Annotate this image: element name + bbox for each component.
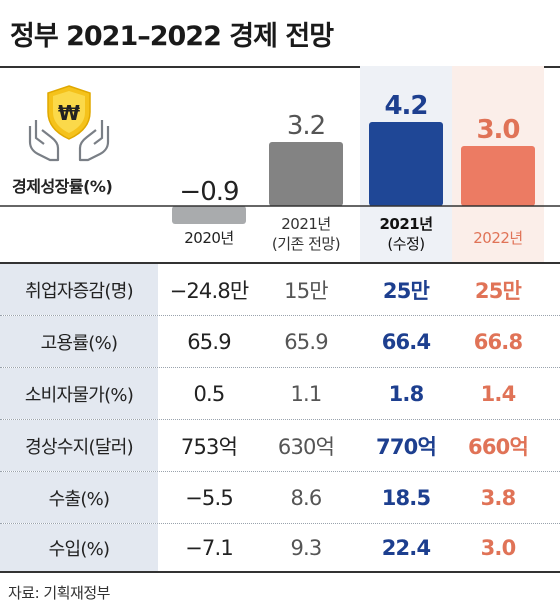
- cell-2021-revised: 66.4: [381, 329, 431, 354]
- cell-2020: 0.5: [193, 381, 226, 406]
- svg-text:₩: ₩: [58, 101, 80, 125]
- row-label: 수출(%): [0, 472, 158, 523]
- cell-2021-prior: 9.3: [290, 535, 323, 560]
- cell-2020: −7.1: [185, 535, 234, 560]
- table-bottom-rule: [0, 571, 560, 573]
- bar: [461, 146, 535, 206]
- table-row: 소비자물가(%) 0.5 1.1 1.8 1.4: [0, 368, 560, 419]
- cell-2021-revised: 22.4: [381, 535, 431, 560]
- source-note: 자료: 기획재정부: [8, 584, 110, 602]
- cell-2021-prior: 630억: [277, 434, 335, 459]
- header-2021-prior: 2021년 (기존 전망): [260, 214, 352, 254]
- cell-2022: 3.0: [480, 535, 517, 560]
- data-label: 4.2: [384, 91, 427, 121]
- cell-2020: −24.8만: [169, 278, 250, 303]
- cell-2021-revised: 1.8: [388, 381, 425, 406]
- cell-2020: −5.5: [185, 485, 234, 510]
- table-row: 경상수지(달러) 753억 630억 770억 660억: [0, 420, 560, 471]
- header-2020: 2020년: [163, 228, 255, 248]
- row-divider: [0, 523, 560, 524]
- table-top-rule: [0, 262, 560, 264]
- top-rule: [0, 66, 560, 68]
- cell-2021-prior: 15만: [284, 278, 328, 303]
- row-label: 경상수지(달러): [0, 420, 158, 471]
- header-2021-prior-line2: (기존 전망): [271, 235, 341, 253]
- table-row: 수입(%) −7.1 9.3 22.4 3.0: [0, 524, 560, 571]
- bar: [369, 122, 443, 206]
- cell-2022: 3.8: [480, 485, 517, 510]
- table-row: 취업자증감(명) −24.8만 15만 25만 25만: [0, 264, 560, 315]
- cell-2021-revised: 770억: [376, 434, 437, 459]
- header-2021-revised: 2021년 (수정): [360, 214, 452, 254]
- data-label: 3.0: [476, 115, 519, 145]
- cell-2021-prior: 65.9: [284, 329, 328, 354]
- cell-2021-prior: 1.1: [290, 381, 323, 406]
- row-label: 소비자물가(%): [0, 368, 158, 419]
- header-2022-line1: 2022년: [473, 229, 523, 247]
- bar: [172, 206, 246, 224]
- cell-2022: 66.8: [473, 329, 523, 354]
- row-divider: [0, 471, 560, 472]
- bar: [269, 142, 343, 206]
- row-label: 수입(%): [0, 524, 158, 571]
- row-divider: [0, 367, 560, 368]
- table-row: 수출(%) −5.5 8.6 18.5 3.8: [0, 472, 560, 523]
- row-label: 취업자증감(명): [0, 264, 158, 315]
- page-title: 정부 2021–2022 경제 전망: [10, 21, 334, 52]
- y-axis-label: 경제성장률(%): [12, 177, 113, 196]
- table-row: 고용률(%) 65.9 65.9 66.4 66.8: [0, 316, 560, 367]
- cell-2021-prior: 8.6: [290, 485, 323, 510]
- won-shield-hands-icon: ₩: [24, 82, 114, 166]
- growth-bar-chart: −0.9 3.2 4.2 3.0: [0, 66, 560, 262]
- header-2022: 2022년: [452, 228, 544, 248]
- cell-2020: 753억: [180, 434, 238, 459]
- header-2021-revised-line1: 2021년: [379, 215, 433, 233]
- cell-2022: 1.4: [480, 381, 517, 406]
- cell-2022: 25만: [474, 278, 522, 303]
- row-divider: [0, 419, 560, 420]
- row-label: 고용률(%): [0, 316, 158, 367]
- row-divider: [0, 315, 560, 316]
- header-2020-line1: 2020년: [184, 229, 234, 247]
- header-2021-revised-line2: (수정): [387, 235, 425, 253]
- header-2021-prior-line1: 2021년: [281, 215, 331, 233]
- cell-2021-revised: 25만: [382, 278, 430, 303]
- data-label: 3.2: [287, 111, 325, 141]
- cell-2020: 65.9: [187, 329, 231, 354]
- cell-2022: 660억: [468, 434, 529, 459]
- cell-2021-revised: 18.5: [381, 485, 431, 510]
- data-label: −0.9: [179, 177, 238, 207]
